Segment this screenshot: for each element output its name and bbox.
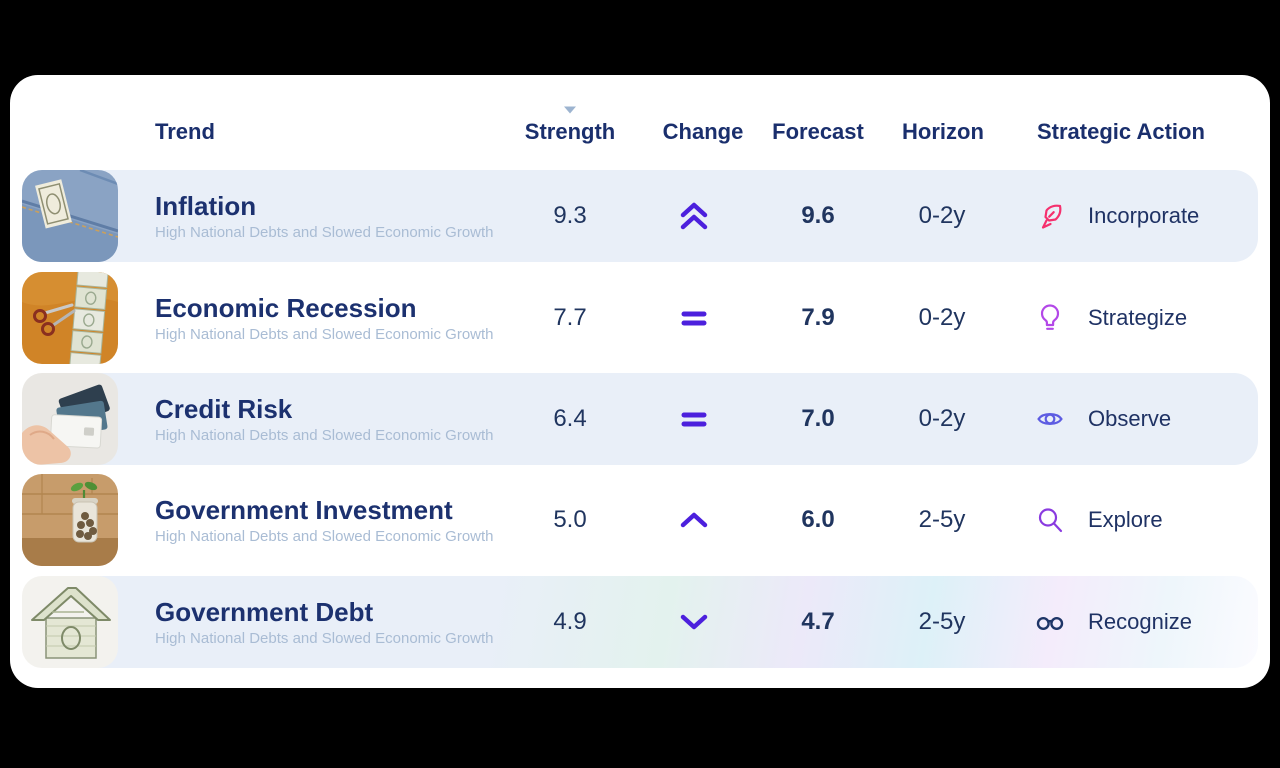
forecast-value: 7.9	[801, 304, 835, 331]
column-header-strength[interactable]: Strength	[524, 119, 616, 144]
column-header-forecast[interactable]: Forecast	[772, 119, 864, 144]
trend-subtitle: High National Debts and Slowed Economic …	[155, 426, 494, 444]
eye-icon	[1037, 413, 1063, 425]
chevron-down-icon	[634, 576, 754, 668]
glasses-icon	[1036, 616, 1064, 631]
trend-subtitle: High National Debts and Slowed Economic …	[155, 629, 494, 647]
sort-desc-caret-icon[interactable]	[562, 105, 578, 115]
trend-subtitle: High National Debts and Slowed Economic …	[155, 527, 494, 545]
trend-title: Government Investment	[155, 494, 453, 525]
coin-jar-with-sprout-image	[22, 474, 118, 566]
rocket-icon	[1041, 204, 1062, 229]
forecast-value: 4.7	[801, 608, 835, 635]
double-chevron-up-icon	[634, 170, 754, 262]
house-of-dollar-bills-image	[22, 576, 118, 668]
horizon-value: 0-2y	[918, 202, 966, 229]
strength-value: 4.9	[553, 608, 587, 635]
column-header-strategic-action[interactable]: Strategic Action	[1037, 119, 1205, 144]
action-label: Explore	[1088, 507, 1163, 532]
strength-value: 9.3	[553, 202, 587, 229]
search-icon	[1038, 508, 1063, 533]
column-header-change[interactable]: Change	[662, 119, 744, 144]
strength-value: 5.0	[553, 506, 587, 533]
horizon-value: 2-5y	[918, 506, 966, 533]
hand-holding-credit-cards-image	[22, 373, 118, 465]
action-label: Strategize	[1088, 305, 1188, 330]
trend-title: Credit Risk	[155, 393, 293, 424]
horizon-value: 0-2y	[918, 304, 966, 331]
column-header-horizon[interactable]: Horizon	[902, 119, 984, 144]
forecast-value: 6.0	[801, 506, 835, 533]
horizon-value: 2-5y	[918, 608, 966, 635]
equals-icon	[634, 373, 754, 465]
table-row[interactable]: Economic Recession High National Debts a…	[22, 272, 1258, 364]
strength-value: 7.7	[553, 304, 587, 331]
table-row[interactable]: Government Investment High National Debt…	[22, 474, 1258, 566]
trend-title: Economic Recession	[155, 292, 417, 323]
table-row[interactable]: Credit Risk High National Debts and Slow…	[22, 373, 1258, 465]
trend-subtitle: High National Debts and Slowed Economic …	[155, 325, 494, 343]
dollar-bill-in-jeans-pocket-image	[22, 170, 118, 262]
lightbulb-icon	[1040, 304, 1060, 330]
strength-value: 6.4	[553, 405, 587, 432]
scissors-cutting-money-chain-image	[22, 272, 118, 364]
table-row[interactable]: Inflation High National Debts and Slowed…	[22, 170, 1258, 262]
column-header-trend[interactable]: Trend	[155, 119, 215, 144]
action-label: Observe	[1088, 406, 1172, 431]
chevron-up-icon	[634, 474, 754, 566]
forecast-value: 7.0	[801, 405, 835, 432]
trend-title: Inflation	[155, 190, 257, 221]
equals-icon	[634, 272, 754, 364]
trend-table-panel: Trend Strength Change Forecast Horizon S…	[10, 75, 1270, 688]
table-row[interactable]: Government Debt High National Debts and …	[22, 576, 1258, 668]
trend-title: Government Debt	[155, 596, 374, 627]
action-label: Recognize	[1088, 609, 1192, 634]
horizon-value: 0-2y	[918, 405, 966, 432]
action-label: Incorporate	[1088, 203, 1200, 228]
trend-subtitle: High National Debts and Slowed Economic …	[155, 223, 494, 241]
forecast-value: 9.6	[801, 202, 835, 229]
